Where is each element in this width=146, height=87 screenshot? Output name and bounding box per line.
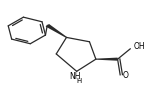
Text: O: O [123, 71, 129, 80]
Text: OH: OH [134, 42, 145, 52]
Text: H: H [77, 78, 82, 84]
Polygon shape [96, 58, 118, 61]
Polygon shape [46, 24, 67, 38]
Text: NH: NH [70, 72, 81, 82]
